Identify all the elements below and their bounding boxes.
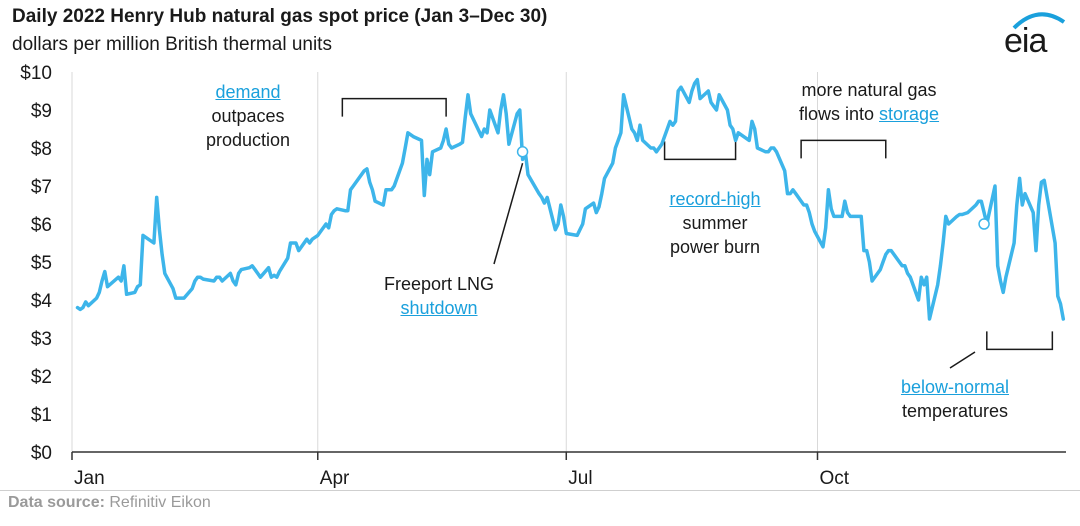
y-tick-label: $9 (31, 101, 52, 122)
y-tick-label: $0 (31, 443, 52, 464)
annotation-leaders (493, 162, 976, 369)
price-series (75, 77, 1066, 321)
event-marker (516, 146, 529, 158)
below-normal-link[interactable]: below-normal (900, 377, 1010, 397)
x-tick-label: Jan (74, 468, 105, 489)
y-tick-label: $6 (31, 215, 52, 236)
y-tick-label: $3 (31, 329, 52, 350)
annotation-temperatures: below-normal temperatures (880, 375, 1030, 423)
annotation-freeport: Freeport LNG shutdown (366, 272, 512, 320)
demand-text-1: outpaces (211, 106, 285, 126)
y-axis: $0 $1 $2 $3 $4 $5 $6 $7 $8 $9 $10 (20, 63, 1066, 464)
line-chart: $0 $1 $2 $3 $4 $5 $6 $7 $8 $9 $10 Jan Apr Jul Oct (20, 63, 1066, 489)
x-tick-label: Jul (568, 468, 592, 489)
y-tick-label: $8 (31, 139, 52, 160)
y-tick-label: $1 (31, 405, 52, 426)
annotation-bracket (341, 97, 447, 117)
demand-text-2: production (205, 130, 291, 150)
grid-lines (71, 72, 818, 452)
freeport-leader (493, 162, 524, 265)
annotation-storage: more natural gas flows into storage (776, 78, 962, 126)
freeport-text: Freeport LNG (383, 274, 495, 294)
temperatures-leader (949, 351, 976, 369)
y-tick-label: $10 (20, 63, 52, 84)
storage-text-1: more natural gas (801, 80, 937, 100)
freeport-link[interactable]: shutdown (400, 298, 478, 318)
footer-divider (0, 490, 1080, 491)
record-high-text-1: summer (682, 213, 748, 233)
chart-subtitle: dollars per million British thermal unit… (12, 34, 332, 55)
y-tick-label: $7 (31, 177, 52, 198)
storage-link[interactable]: storage (879, 104, 940, 124)
event-marker (978, 218, 990, 230)
temperatures-text: temperatures (901, 401, 1009, 421)
y-tick-label: $4 (31, 291, 53, 312)
eia-logo: eia (1004, 10, 1070, 60)
demand-link[interactable]: demand (215, 82, 281, 102)
annotation-markers (516, 146, 990, 230)
source-value: Refinitiv Eikon (109, 494, 211, 511)
source-label: Data source: (8, 494, 105, 511)
annotation-bracket (663, 141, 737, 161)
logo-text: eia (1004, 22, 1047, 60)
x-axis: Jan Apr Jul Oct (71, 452, 850, 489)
series-line (75, 77, 1066, 321)
record-high-text-2: power burn (669, 237, 761, 257)
data-source: Data source: Refinitiv Eikon (8, 494, 211, 512)
x-tick-label: Apr (320, 468, 350, 489)
y-tick-label: $5 (31, 253, 52, 274)
annotation-demand: demand outpaces production (190, 80, 306, 152)
annotation-bracket (986, 331, 1054, 351)
logo-arc-icon (1012, 12, 1066, 30)
annotation-brackets (341, 97, 1054, 351)
x-tick-label: Oct (820, 468, 850, 489)
storage-text-2: flows into (798, 104, 874, 124)
record-high-link[interactable]: record-high (669, 189, 761, 209)
annotation-record-high: record-high summer power burn (654, 187, 776, 259)
chart-title: Daily 2022 Henry Hub natural gas spot pr… (12, 6, 548, 27)
annotation-bracket (800, 139, 887, 159)
y-tick-label: $2 (31, 367, 52, 388)
